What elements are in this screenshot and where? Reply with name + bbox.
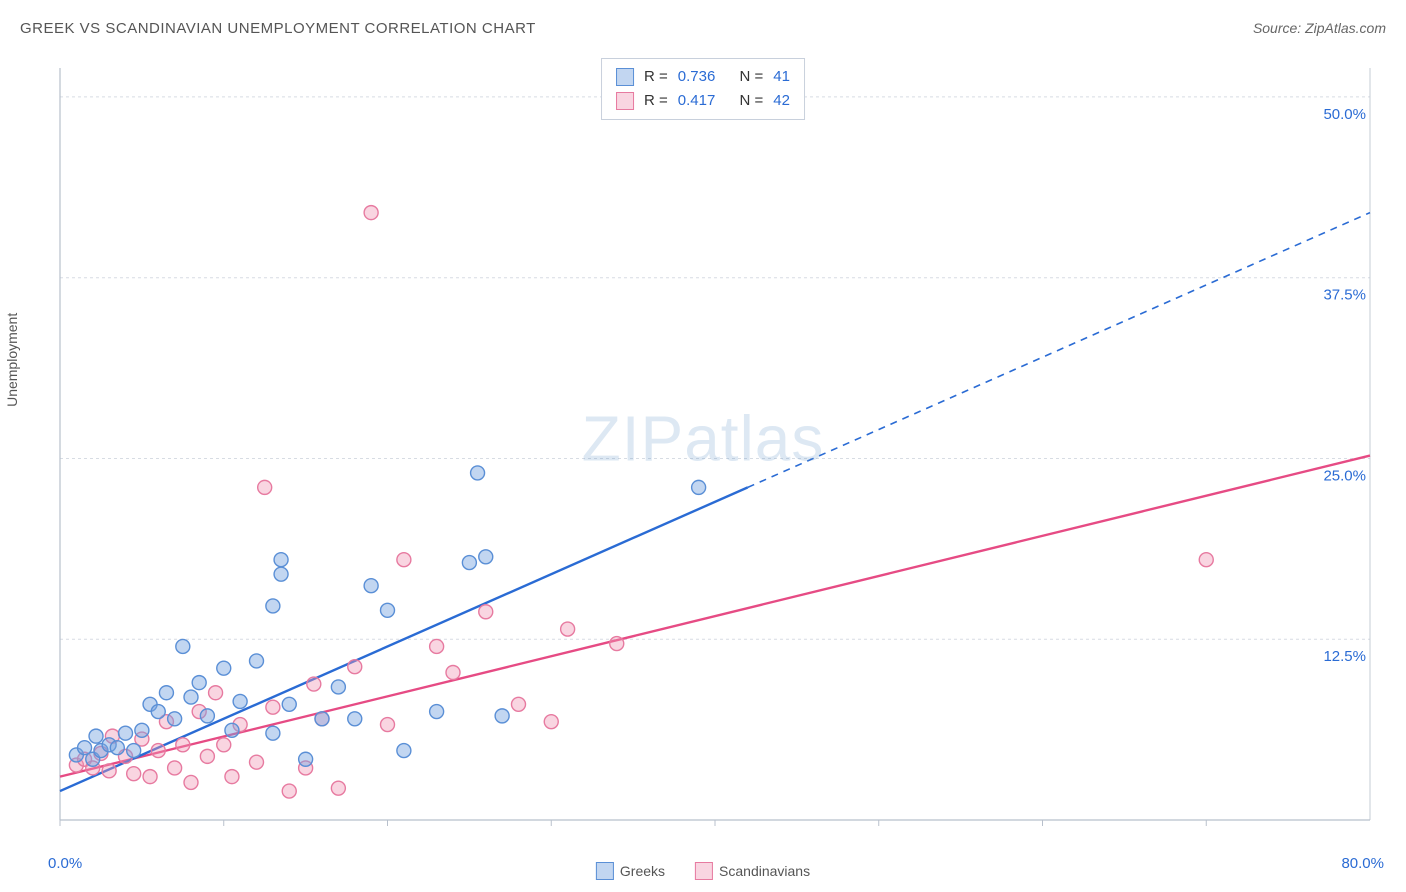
legend-swatch-scand [695, 862, 713, 880]
legend-item-scand: Scandinavians [695, 862, 810, 880]
legend-swatch-greeks [596, 862, 614, 880]
bottom-legend: Greeks Scandinavians [596, 862, 810, 880]
stats-n-label: N = [740, 65, 764, 89]
swatch-greeks [616, 68, 634, 86]
svg-text:50.0%: 50.0% [1323, 106, 1366, 123]
stats-r-label: R = [644, 65, 668, 89]
legend-label-scand: Scandinavians [719, 863, 810, 879]
legend-item-greeks: Greeks [596, 862, 665, 880]
legend-label-greeks: Greeks [620, 863, 665, 879]
correlation-stats-box: R = 0.736 N = 41 R = 0.417 N = 42 [601, 58, 805, 120]
swatch-scand [616, 92, 634, 110]
svg-text:37.5%: 37.5% [1323, 287, 1366, 304]
stats-row-greeks: R = 0.736 N = 41 [616, 65, 790, 89]
stats-r-label: R = [644, 89, 668, 113]
stats-row-scand: R = 0.417 N = 42 [616, 89, 790, 113]
source-attribution: Source: ZipAtlas.com [1253, 20, 1386, 36]
stats-n-value-scand: 42 [773, 89, 790, 113]
x-axis-max-label: 80.0% [1341, 855, 1384, 872]
stats-n-label: N = [740, 89, 764, 113]
scatter-svg: 12.5% 25.0% 37.5% 50.0% [50, 50, 1386, 842]
chart-plot-area: 12.5% 25.0% 37.5% 50.0% [50, 50, 1386, 842]
stats-r-value-greeks: 0.736 [678, 65, 716, 89]
stats-r-value-scand: 0.417 [678, 89, 716, 113]
x-axis-origin-label: 0.0% [48, 855, 82, 872]
stats-n-value-greeks: 41 [773, 65, 790, 89]
svg-text:12.5%: 12.5% [1323, 648, 1366, 665]
chart-title: GREEK VS SCANDINAVIAN UNEMPLOYMENT CORRE… [20, 20, 536, 37]
y-axis-label: Unemployment [4, 313, 20, 407]
svg-text:25.0%: 25.0% [1323, 467, 1366, 484]
